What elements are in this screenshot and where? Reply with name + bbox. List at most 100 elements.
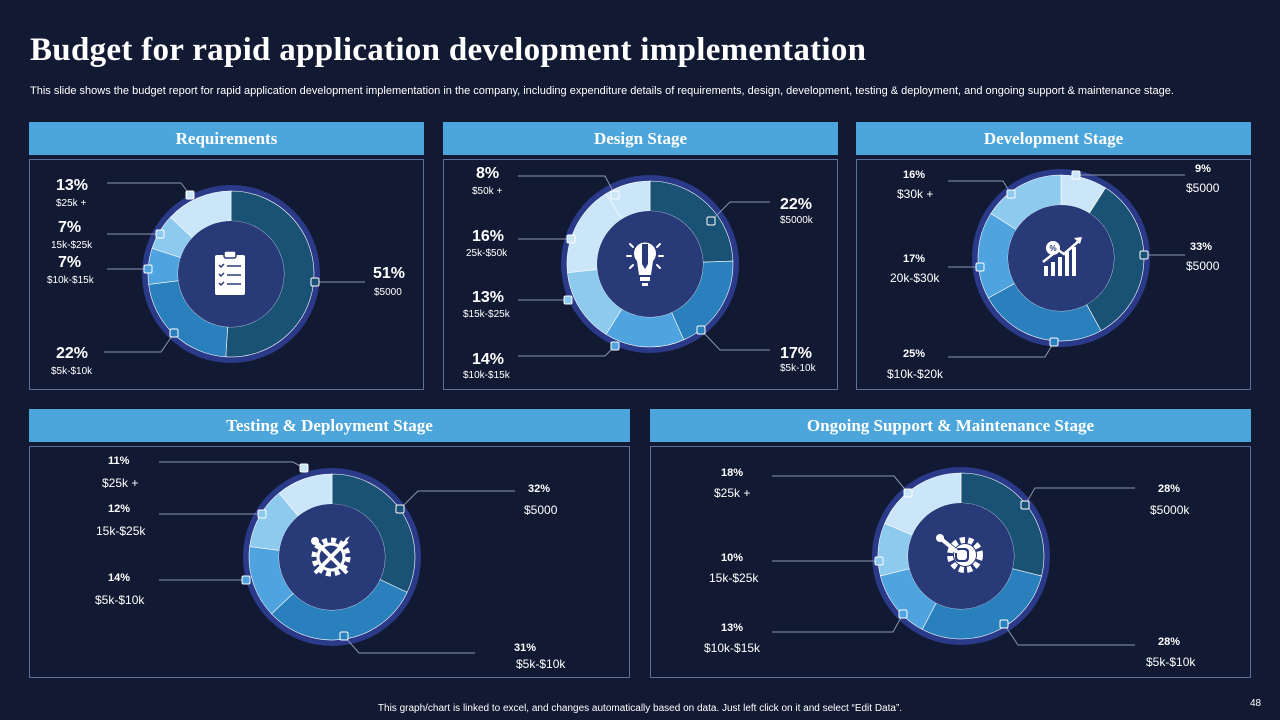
- requirements-range-label: $25k +: [56, 198, 86, 209]
- header-requirements: Requirements: [29, 122, 424, 155]
- testing-range-label: $5000: [524, 503, 558, 517]
- development-range-label: $10k-$20k: [887, 367, 944, 381]
- requirements-marker: [143, 264, 153, 274]
- page-title: Budget for rapid application development…: [30, 32, 867, 68]
- testing-marker: [339, 631, 349, 641]
- requirements-percent-label: 13%: [56, 177, 88, 194]
- testing-leader-line: [399, 490, 515, 510]
- clipboard-icon: [215, 250, 245, 295]
- support-marker: [898, 609, 908, 619]
- testing-percent-label: 32%: [528, 483, 550, 495]
- requirements-leader-line: [104, 332, 175, 353]
- panel-development: [856, 159, 1251, 390]
- support-slice: [884, 472, 962, 536]
- testing-marker: [241, 575, 251, 585]
- support-percent-label: 10%: [721, 552, 743, 564]
- design-marker: [610, 341, 620, 351]
- header-testing: Testing & Deployment Stage: [29, 409, 630, 442]
- design-leader-line: [518, 345, 616, 357]
- testing-percent-label: 14%: [108, 572, 130, 584]
- requirements-percent-label: 51%: [373, 265, 405, 282]
- testing-range-label: $25k +: [102, 476, 138, 490]
- design-marker: [706, 216, 716, 226]
- development-range-label: $30k +: [897, 187, 933, 201]
- requirements-range-label: 15k-$25k: [51, 240, 93, 251]
- requirements-range-label: $10k-$15k: [47, 275, 95, 286]
- development-marker: [1071, 170, 1081, 180]
- testing-percent-label: 11%: [108, 455, 130, 467]
- support-leader-line: [772, 475, 909, 494]
- testing-leader-line: [159, 461, 305, 469]
- support-range-label: $10k-$15k: [704, 641, 761, 655]
- design-marker: [566, 234, 576, 244]
- requirements-range-label: $5k-$10k: [51, 366, 93, 377]
- support-marker: [1020, 500, 1030, 510]
- design-percent-label: 22%: [780, 196, 812, 213]
- growth-chart-icon: %: [1042, 237, 1082, 276]
- development-range-label: $5000: [1186, 181, 1220, 195]
- support-range-label: $5k-$10k: [1146, 655, 1196, 669]
- requirements-percent-label: 7%: [58, 219, 81, 236]
- design-percent-label: 13%: [472, 289, 504, 306]
- svg-text:%: %: [1049, 244, 1056, 253]
- support-percent-label: 28%: [1158, 483, 1180, 495]
- development-percent-label: 9%: [1195, 163, 1211, 175]
- testing-percent-label: 31%: [514, 642, 536, 654]
- design-marker: [563, 295, 573, 305]
- support-leader-line: [772, 613, 904, 633]
- design-range-label: $5000k: [780, 215, 814, 226]
- design-percent-label: 14%: [472, 351, 504, 368]
- design-range-label: $50k +: [472, 186, 502, 197]
- development-percent-label: 25%: [903, 348, 925, 360]
- design-leader-line: [700, 329, 770, 351]
- design-marker: [610, 190, 620, 200]
- design-percent-label: 17%: [780, 345, 812, 362]
- development-range-label: 20k-$30k: [890, 271, 940, 285]
- support-marker: [903, 488, 913, 498]
- support-gear-icon: [936, 534, 983, 573]
- development-marker: [1006, 189, 1016, 199]
- design-range-label: 25k-$50k: [466, 248, 508, 259]
- development-marker: [1139, 250, 1149, 260]
- development-marker: [1049, 337, 1059, 347]
- requirements-percent-label: 7%: [58, 254, 81, 271]
- header-support: Ongoing Support & Maintenance Stage: [650, 409, 1251, 442]
- requirements-marker: [169, 328, 179, 338]
- testing-range-label: $5k-$10k: [516, 657, 566, 671]
- support-marker: [999, 619, 1009, 629]
- support-leader-line: [1003, 623, 1135, 646]
- development-range-label: $5000: [1186, 259, 1220, 273]
- design-range-label: $5k-10k: [780, 363, 817, 374]
- testing-range-label: $5k-$10k: [95, 593, 145, 607]
- support-range-label: $5000k: [1150, 503, 1190, 517]
- testing-marker: [299, 463, 309, 473]
- requirements-leader-line: [107, 182, 191, 196]
- design-percent-label: 16%: [472, 228, 504, 245]
- support-range-label: $25k +: [714, 486, 750, 500]
- panel-design: [443, 159, 838, 390]
- support-percent-label: 18%: [721, 467, 743, 479]
- design-range-label: $15k-$25k: [463, 309, 511, 320]
- design-leader-line: [518, 175, 616, 196]
- header-development: Development Stage: [856, 122, 1251, 155]
- testing-marker: [395, 504, 405, 514]
- panel-support: [650, 446, 1251, 678]
- design-range-label: $10k-$15k: [463, 370, 511, 381]
- development-percent-label: 17%: [903, 253, 925, 265]
- support-marker: [874, 556, 884, 566]
- lightbulb-pencil-icon: [626, 242, 664, 286]
- testing-marker: [257, 509, 267, 519]
- testing-range-label: 15k-$25k: [96, 524, 146, 538]
- support-leader-line: [1024, 487, 1135, 506]
- development-marker: [975, 262, 985, 272]
- testing-percent-label: 12%: [108, 503, 130, 515]
- design-marker: [696, 325, 706, 335]
- development-percent-label: 33%: [1190, 241, 1212, 253]
- design-leader-line: [710, 201, 770, 222]
- development-leader-line: [948, 341, 1055, 358]
- requirements-marker: [310, 277, 320, 287]
- requirements-marker: [185, 190, 195, 200]
- requirements-percent-label: 22%: [56, 345, 88, 362]
- gear-tools-icon: [311, 536, 351, 577]
